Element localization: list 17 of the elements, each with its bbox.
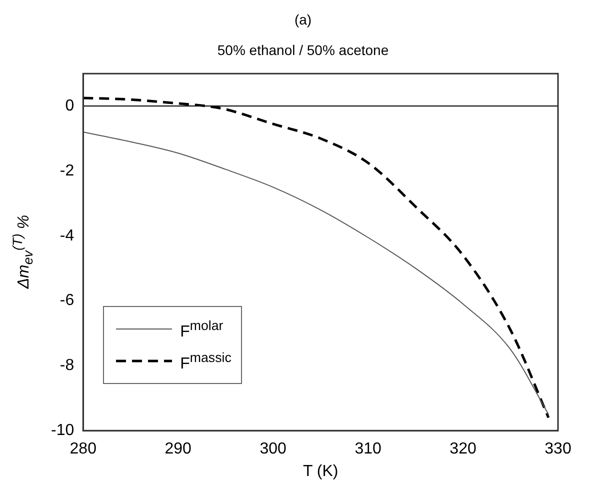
x-tick-label: 320 [450, 440, 476, 458]
y-tick-label: -4 [60, 227, 74, 244]
x-tick-label: 300 [260, 440, 287, 458]
y-tick-label: -6 [60, 292, 74, 310]
y-tick-label: 0 [65, 97, 74, 114]
x-tick-label: 310 [354, 440, 382, 458]
legend-label: F$^{molar}$ [180, 316, 224, 342]
chart-title: (a) [294, 11, 312, 28]
y-tick-label: -2 [60, 162, 74, 180]
legend-label: F$^{massic}$ [180, 348, 232, 374]
x-tick-label: 280 [70, 440, 97, 458]
x-axis-title: T (K) [302, 462, 338, 480]
y-tick-label: -8 [60, 357, 74, 374]
x-tick-label: 290 [164, 440, 192, 458]
y-tick-label: -10 [51, 422, 74, 440]
x-tick-label: 330 [544, 440, 572, 458]
chart-subtitle: 50% ethanol / 50% acetone [217, 42, 389, 58]
